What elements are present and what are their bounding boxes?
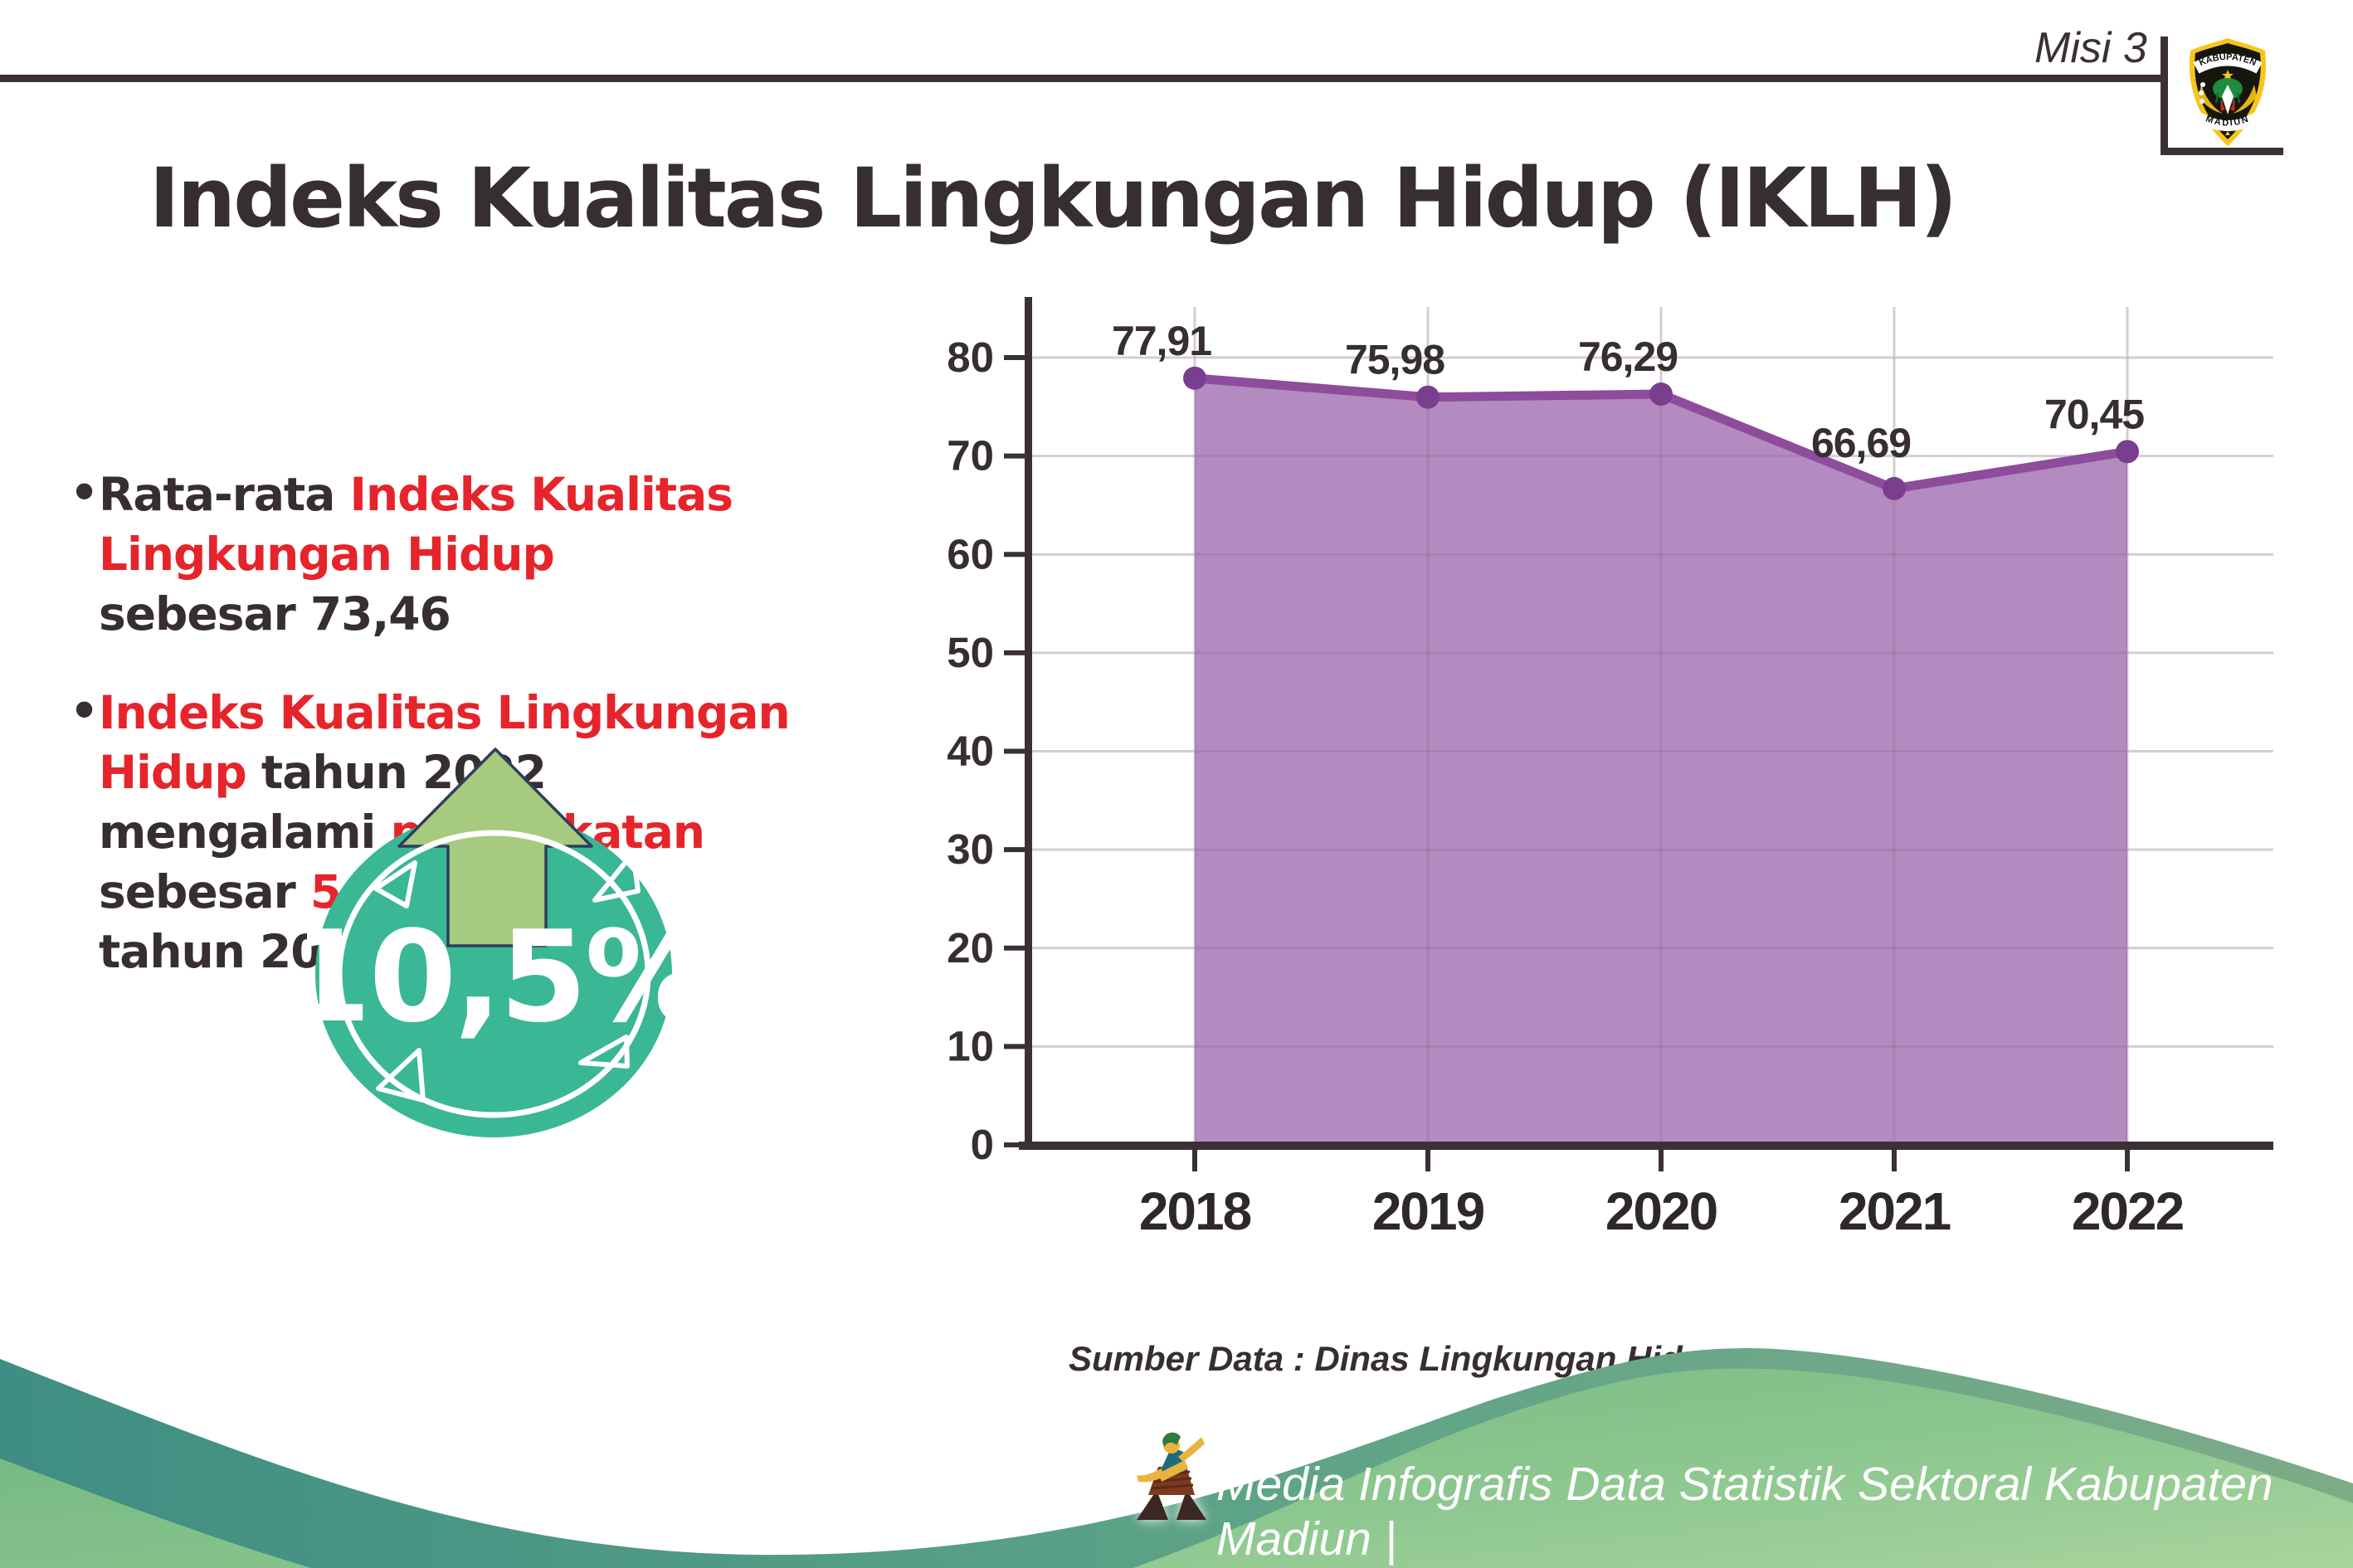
kabupaten-madiun-crest-icon: KABUPATEN MADIUN	[2189, 38, 2267, 146]
dancer-mascot-icon	[1137, 1432, 1206, 1520]
logo-bottom-text: MADIUN	[2204, 114, 2249, 128]
data-point	[1183, 366, 1206, 390]
data-point	[1416, 385, 1440, 409]
logo-wing-right	[2233, 85, 2257, 114]
x-tick-label: 2019	[1372, 1181, 1484, 1241]
x-axis	[1019, 1142, 2273, 1150]
x-tick-label: 2022	[2072, 1181, 2184, 1241]
x-tick-label: 2018	[1139, 1181, 1251, 1241]
iklh-area-chart: 0 10 20 30 40 50 60 70 80 2018 2019 2020 2021 2022 77,…	[947, 297, 2273, 1241]
sparkle-triangle-icon	[592, 850, 641, 903]
x-tick-label: 2021	[1839, 1181, 1951, 1241]
data-point	[1649, 382, 1673, 407]
data-label: 66,69	[1811, 420, 1911, 466]
logo-frame-vertical	[2161, 37, 2168, 155]
y-tick-label: 10	[947, 1022, 994, 1069]
y-tick-label: 20	[947, 924, 994, 971]
logo-frame-horizontal	[2161, 148, 2283, 155]
y-tick-label: 50	[947, 629, 994, 676]
up-arrow-icon	[397, 747, 593, 947]
header-rule	[0, 75, 2167, 82]
y-tick-label: 60	[947, 530, 994, 577]
logo-keris	[2222, 85, 2234, 114]
badge-circle	[315, 811, 672, 1137]
data-label: 75,98	[1345, 337, 1444, 383]
y-axis	[1025, 297, 1032, 1150]
data-label: 76,29	[1578, 334, 1678, 380]
data-label: 77,91	[1112, 318, 1211, 364]
y-tick-label: 0	[971, 1121, 994, 1168]
bullet-item: Rata-rata Indeks Kualitas Lingkungan Hid…	[70, 463, 906, 644]
misi-label: Misi 3	[2034, 24, 2147, 72]
badge-percentage: 10,5%	[307, 903, 689, 1050]
sparkle-triangle-icon	[373, 860, 417, 908]
badge-inner-ring	[336, 830, 651, 1118]
increase-badge: 10,5%	[307, 747, 689, 1137]
y-tick-label: 80	[947, 334, 994, 381]
footer-credit: Media Infografis Data Statistik Sektoral…	[1216, 1458, 2273, 1566]
sparkle-triangle-icon	[376, 1048, 426, 1103]
data-point	[2116, 440, 2139, 464]
y-tick-label: 40	[947, 728, 994, 775]
y-tick-label: 70	[947, 432, 994, 480]
data-point	[1883, 476, 1906, 500]
data-label: 70,45	[2044, 391, 2144, 437]
logo-star-icon	[2222, 70, 2234, 80]
sparkle-triangle-icon	[578, 1035, 630, 1069]
footer-wave-green	[0, 1368, 2353, 1568]
footer-wave	[0, 1348, 2353, 1568]
y-tick-label: 30	[947, 825, 994, 873]
x-tick-label: 2020	[1605, 1181, 1717, 1241]
svg-text:MADIUN: MADIUN	[2204, 114, 2251, 128]
logo-wing-left	[2199, 85, 2223, 114]
page-title: Indeks Kualitas Lingkungan Hidup (IKLH)	[149, 151, 1957, 247]
area-fill	[1195, 377, 2127, 1146]
